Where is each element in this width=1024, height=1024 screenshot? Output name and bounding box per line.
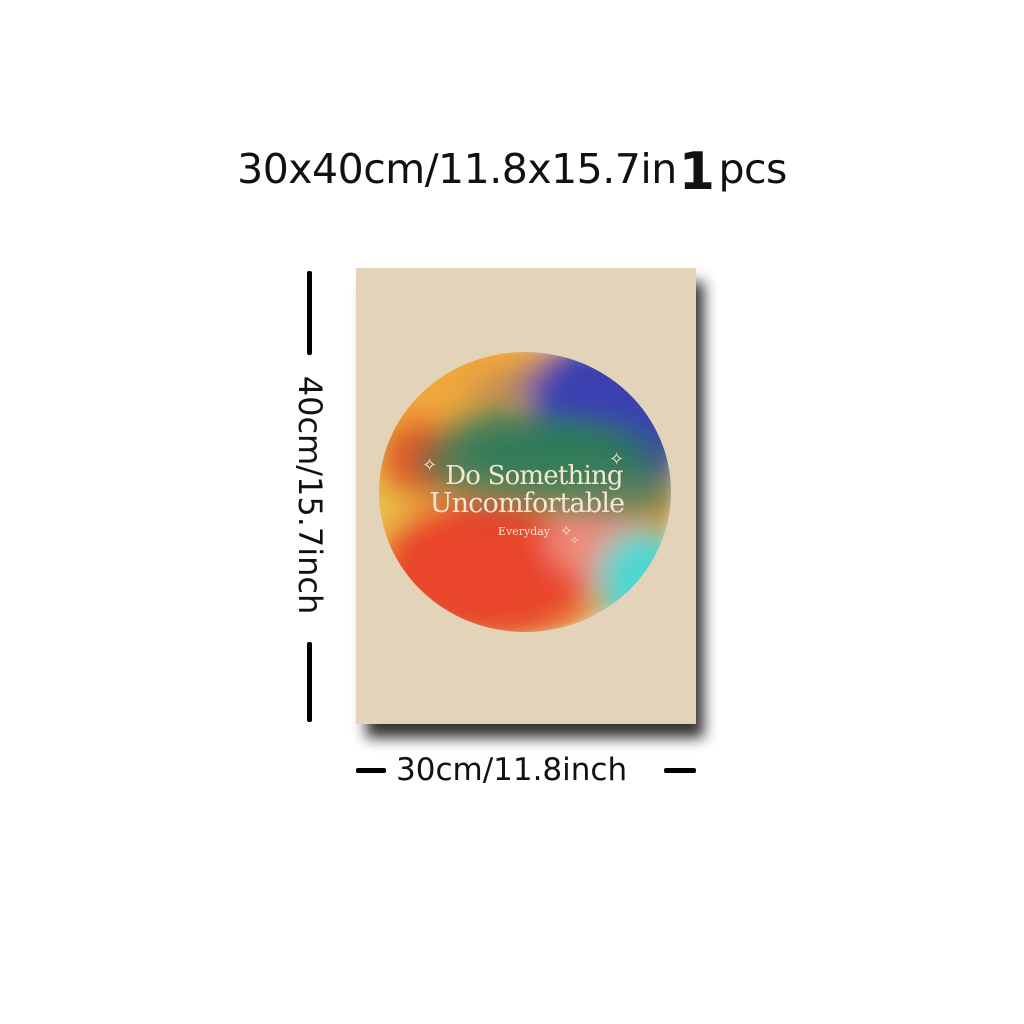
width-dimension-line-left [356,768,386,773]
poster-title-line2: Uncomfortable [429,488,626,519]
height-dimension-label: 40cm/15.7inch [291,375,329,615]
sparkle-icon: ✧ [609,449,625,470]
poster-title-line1: Do Something [445,461,623,491]
height-dimension-line-top [307,271,312,355]
quantity-number: 1 [678,142,715,202]
sparkle-icon: ✧ [422,455,438,476]
size-headline: 30x40cm/11.8x15.7in1pcs [0,136,1024,202]
size-text: 30x40cm/11.8x15.7in [237,145,677,193]
sparkle-icon: ✧ [570,534,580,547]
poster-subtitle: Everyday [497,525,551,538]
sparkle-icon: ✧ [560,522,573,540]
width-dimension-label: 30cm/11.8inch [396,752,628,788]
height-dimension-line-bottom [307,642,312,722]
gradient-orb-art [379,352,671,632]
quantity-unit: pcs [718,145,787,193]
poster-image: Do Something Uncomfortable Everyday ✧ ✧ … [356,268,696,724]
width-dimension-line-right [664,768,696,773]
